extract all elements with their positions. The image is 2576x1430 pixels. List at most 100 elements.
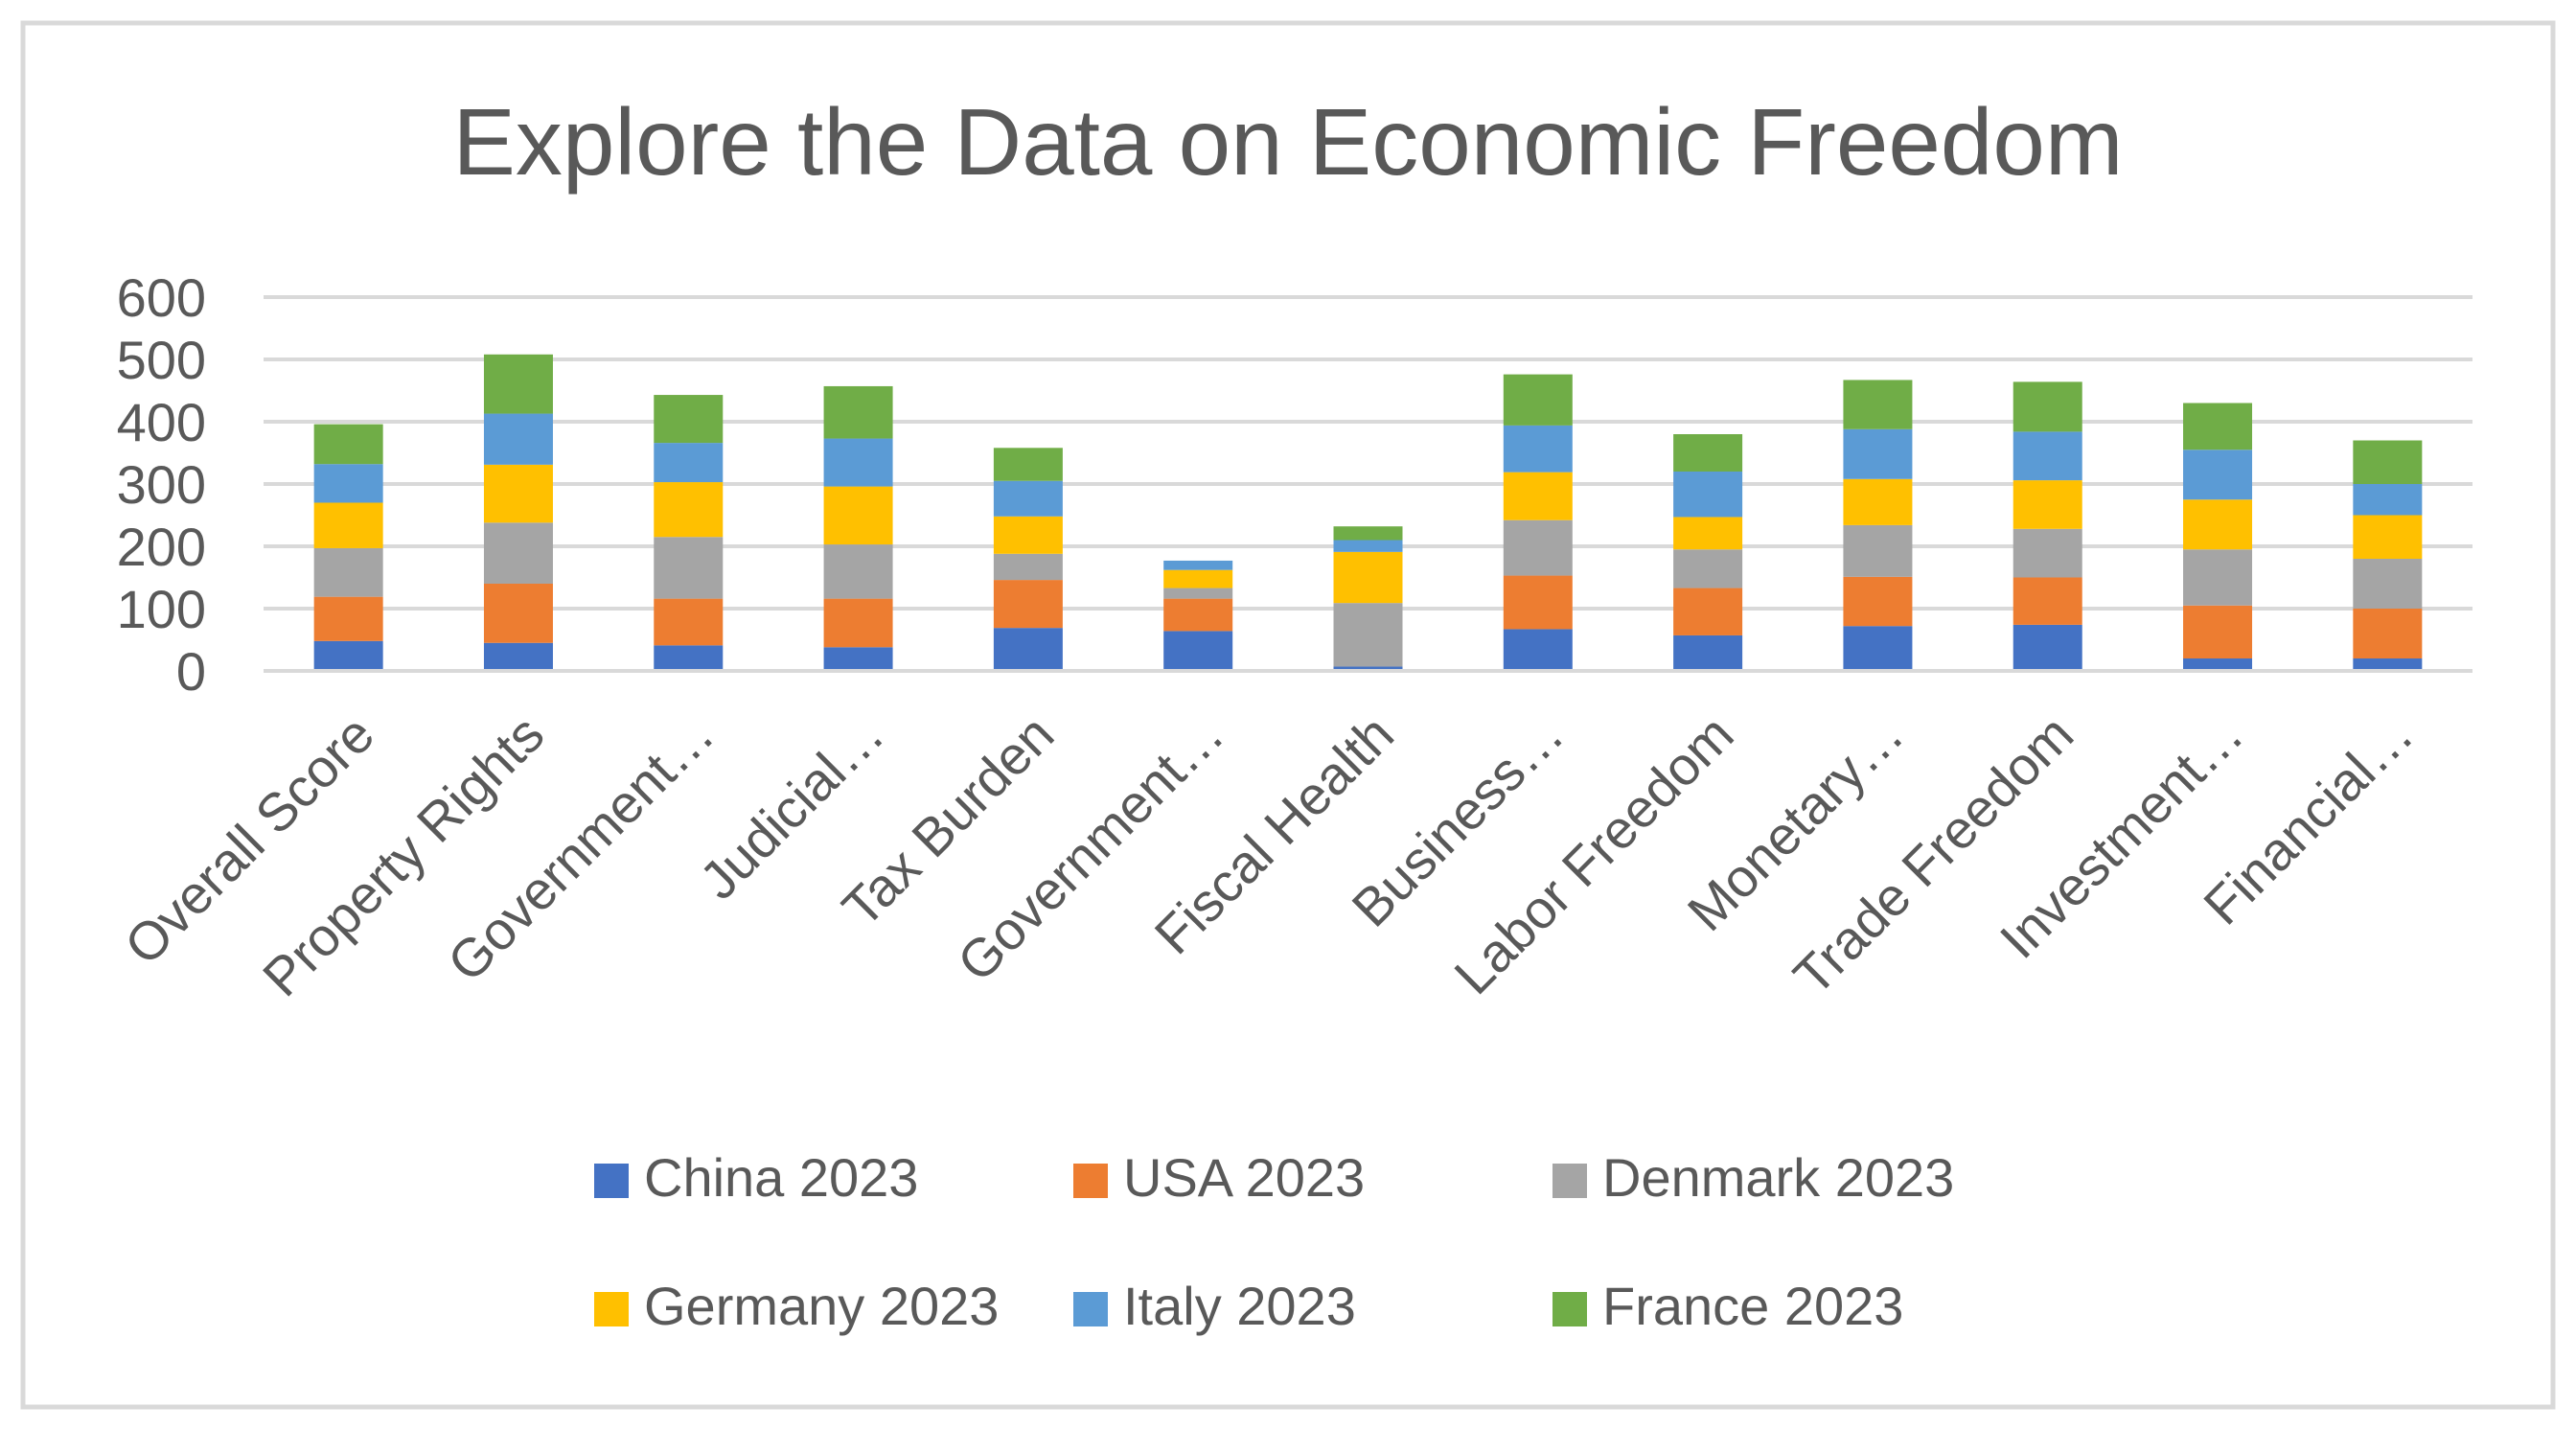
bar-segment bbox=[1503, 374, 1573, 426]
bar-segment bbox=[2183, 605, 2253, 658]
bar-segment bbox=[823, 385, 893, 439]
bar-segment bbox=[2353, 559, 2423, 609]
bar-segment bbox=[993, 553, 1063, 581]
bar-segment bbox=[654, 395, 724, 444]
y-tick-label: 200 bbox=[117, 517, 206, 577]
bar-segment bbox=[2012, 528, 2082, 578]
bar-segment bbox=[2012, 624, 2082, 671]
bar-segment bbox=[2183, 499, 2253, 550]
chart-border bbox=[20, 20, 2556, 1410]
bar-segment bbox=[1503, 575, 1573, 630]
bar-segment bbox=[1163, 598, 1233, 632]
bar-segment bbox=[993, 628, 1063, 671]
y-tick-label: 100 bbox=[117, 579, 206, 639]
bar-segment bbox=[1503, 629, 1573, 671]
legend-label: Germany 2023 bbox=[644, 1276, 999, 1336]
bar-segment bbox=[2183, 403, 2253, 450]
bar-segment bbox=[1163, 631, 1233, 671]
bar-segment bbox=[823, 598, 893, 648]
bar-segment bbox=[823, 486, 893, 545]
gridlines bbox=[264, 295, 2472, 611]
legend-label: Italy 2023 bbox=[1123, 1276, 1356, 1336]
bar-segment bbox=[1333, 603, 1403, 667]
bar-segment bbox=[1503, 519, 1573, 576]
bar-segment bbox=[993, 448, 1063, 481]
bar-segment bbox=[313, 502, 383, 548]
bar-segment bbox=[1673, 634, 1743, 671]
bar-segment bbox=[483, 354, 553, 414]
legend-item: France 2023 bbox=[1552, 1276, 1903, 1336]
bar-segment bbox=[1163, 588, 1233, 599]
bar-segment bbox=[823, 544, 893, 599]
bar-segment bbox=[483, 522, 553, 584]
bar-segment bbox=[313, 464, 383, 503]
legend-swatch bbox=[594, 1292, 629, 1326]
legend-swatch bbox=[594, 1164, 629, 1198]
bar-segment bbox=[993, 480, 1063, 517]
bar-segment bbox=[1333, 540, 1403, 552]
bar-segment bbox=[1503, 425, 1573, 473]
bars bbox=[313, 354, 2423, 671]
legend: China 2023 USA 2023 Denmark 2023 Germany 20… bbox=[594, 1147, 1954, 1336]
bar-segment bbox=[1843, 524, 1913, 577]
bar-segment bbox=[2012, 381, 2082, 432]
bar-segment bbox=[1843, 380, 1913, 429]
legend-item: Germany 2023 bbox=[594, 1276, 999, 1336]
legend-item: China 2023 bbox=[594, 1147, 918, 1208]
legend-swatch bbox=[1073, 1164, 1108, 1198]
bar-segment bbox=[823, 438, 893, 487]
bar-segment bbox=[2012, 431, 2082, 481]
legend-swatch bbox=[1073, 1292, 1108, 1326]
bar-segment bbox=[2353, 484, 2423, 516]
bar-segment bbox=[993, 516, 1063, 554]
y-tick-label: 0 bbox=[176, 641, 206, 702]
bar-segment bbox=[2012, 577, 2082, 625]
bar-segment bbox=[1673, 472, 1743, 518]
legend-swatch bbox=[1552, 1164, 1587, 1198]
y-tick-label: 400 bbox=[117, 392, 206, 452]
legend-label: China 2023 bbox=[644, 1147, 918, 1208]
legend-label: USA 2023 bbox=[1123, 1147, 1365, 1208]
bar-segment bbox=[1333, 666, 1403, 671]
bar-segment bbox=[1843, 428, 1913, 479]
bar-segment bbox=[1163, 569, 1233, 588]
bar-segment bbox=[2183, 658, 2253, 671]
bar-segment bbox=[654, 482, 724, 538]
bar-segment bbox=[1333, 551, 1403, 604]
bar-segment bbox=[483, 642, 553, 671]
bar-segment bbox=[654, 443, 724, 483]
bar-segment bbox=[654, 645, 724, 671]
bar-segment bbox=[313, 424, 383, 465]
bar-segment bbox=[654, 537, 724, 599]
bar-segment bbox=[1163, 560, 1233, 570]
bar-segment bbox=[483, 584, 553, 643]
chart-title: Explore the Data on Economic Freedom bbox=[452, 89, 2123, 195]
bar-segment bbox=[1503, 472, 1573, 520]
bar-segment bbox=[654, 598, 724, 646]
legend-item: Italy 2023 bbox=[1073, 1276, 1356, 1336]
bar-segment bbox=[483, 413, 553, 465]
bar-segment bbox=[313, 547, 383, 597]
y-tick-label: 600 bbox=[117, 267, 206, 328]
bar-segment bbox=[1843, 626, 1913, 671]
bar-segment bbox=[1843, 576, 1913, 627]
bar-segment bbox=[1673, 517, 1743, 550]
bar-segment bbox=[313, 640, 383, 671]
bar-segment bbox=[1673, 549, 1743, 588]
bar-segment bbox=[2012, 480, 2082, 529]
legend-item: Denmark 2023 bbox=[1552, 1147, 1954, 1208]
bar-segment bbox=[1673, 434, 1743, 472]
bar-segment bbox=[823, 647, 893, 671]
y-tick-label: 500 bbox=[117, 330, 206, 390]
bar-segment bbox=[1333, 526, 1403, 541]
legend-label: France 2023 bbox=[1602, 1276, 1903, 1336]
bar-segment bbox=[1673, 588, 1743, 635]
legend-item: USA 2023 bbox=[1073, 1147, 1365, 1208]
bar-segment bbox=[2353, 609, 2423, 658]
bar-segment bbox=[993, 580, 1063, 629]
y-tick-label: 300 bbox=[117, 454, 206, 515]
bar-segment bbox=[2353, 440, 2423, 484]
bar-segment bbox=[2183, 450, 2253, 500]
